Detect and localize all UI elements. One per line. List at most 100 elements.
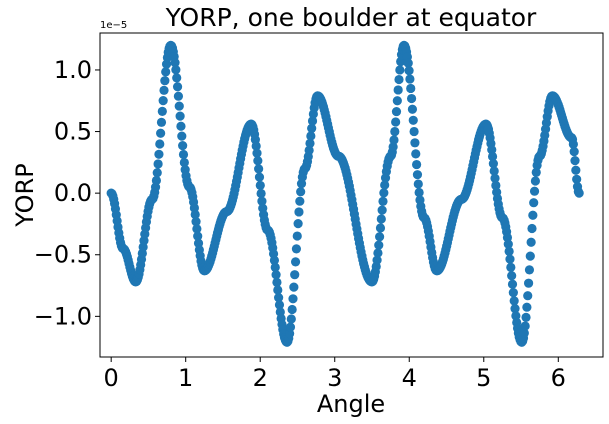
y-tick-label: −1.0 xyxy=(34,302,92,330)
data-point xyxy=(270,262,280,272)
data-point xyxy=(528,210,538,220)
data-point xyxy=(152,168,162,178)
data-point xyxy=(522,302,532,312)
data-point xyxy=(570,156,580,166)
data-points xyxy=(106,40,584,347)
y-tick-label: 0.0 xyxy=(54,179,92,207)
data-point xyxy=(408,115,418,125)
data-point xyxy=(569,146,579,157)
data-point xyxy=(390,126,400,137)
data-point xyxy=(290,257,301,267)
data-point xyxy=(412,159,422,170)
data-point xyxy=(256,188,266,199)
data-point xyxy=(154,149,164,159)
x-tick-label: 0 xyxy=(104,364,119,392)
data-point xyxy=(413,179,423,189)
y-tick-label: 1.0 xyxy=(54,56,92,84)
data-point xyxy=(380,180,390,190)
data-point xyxy=(292,231,302,241)
data-point xyxy=(306,131,316,141)
data-point xyxy=(255,180,265,191)
x-axis-ticks: 0 1 2 3 4 5 6 xyxy=(104,357,566,392)
data-point xyxy=(523,278,534,288)
data-point xyxy=(410,138,420,148)
data-point xyxy=(155,139,165,149)
data-point xyxy=(377,205,387,215)
data-point xyxy=(170,58,180,68)
data-point xyxy=(531,167,541,177)
data-point xyxy=(488,159,498,169)
data-point xyxy=(287,304,297,315)
data-point xyxy=(526,237,536,247)
data-point xyxy=(396,56,406,67)
data-point xyxy=(394,74,404,85)
y-tick-label: 0.5 xyxy=(54,118,92,146)
data-point xyxy=(509,296,519,306)
data-point xyxy=(379,188,389,198)
data-point xyxy=(156,117,167,127)
x-tick-label: 2 xyxy=(253,364,268,392)
data-point xyxy=(272,277,282,287)
x-tick-label: 4 xyxy=(402,364,417,392)
data-point xyxy=(405,74,415,84)
data-point xyxy=(529,198,539,208)
data-point xyxy=(192,224,202,234)
data-point xyxy=(523,291,533,301)
data-point xyxy=(161,67,171,77)
data-point xyxy=(271,270,281,280)
data-point xyxy=(156,128,166,138)
data-point xyxy=(503,239,513,249)
y-tick-label: −0.5 xyxy=(34,241,92,269)
data-point xyxy=(507,279,518,289)
data-point xyxy=(191,217,201,227)
data-point xyxy=(157,106,167,116)
data-point xyxy=(257,196,267,206)
data-point xyxy=(171,65,181,75)
data-point xyxy=(409,126,419,137)
data-point xyxy=(520,321,530,331)
data-point xyxy=(172,73,182,83)
data-point xyxy=(519,328,529,338)
data-point xyxy=(490,173,500,183)
data-point xyxy=(504,246,514,256)
data-point xyxy=(392,96,402,106)
data-point xyxy=(411,149,421,159)
data-point xyxy=(572,174,582,184)
data-point xyxy=(378,196,388,206)
data-point xyxy=(374,240,384,250)
data-point xyxy=(290,270,300,280)
data-point xyxy=(393,85,403,95)
data-point xyxy=(294,207,304,217)
data-point xyxy=(404,65,414,76)
data-point xyxy=(505,254,515,264)
data-point xyxy=(159,85,169,95)
data-point xyxy=(491,180,501,191)
data-point xyxy=(153,159,163,169)
data-point xyxy=(286,314,296,324)
data-point xyxy=(389,135,399,145)
data-point xyxy=(252,148,262,158)
data-point xyxy=(414,187,424,198)
data-point xyxy=(412,170,423,180)
data-point xyxy=(253,156,263,166)
data-point xyxy=(254,164,264,174)
data-point xyxy=(510,304,520,314)
data-point xyxy=(487,145,497,155)
data-point xyxy=(295,196,305,206)
data-point xyxy=(269,255,280,265)
data-point xyxy=(177,131,187,141)
data-point xyxy=(288,294,298,304)
data-point xyxy=(527,223,537,234)
data-point xyxy=(274,300,285,310)
data-point xyxy=(178,149,189,160)
data-point xyxy=(487,151,498,162)
data-point xyxy=(193,231,203,241)
chart-title: YORP, one boulder at equator xyxy=(165,3,537,32)
data-point xyxy=(291,244,302,254)
data-point xyxy=(529,186,540,196)
data-point xyxy=(304,145,314,155)
data-point xyxy=(391,106,402,117)
y-axis-ticks: −1.0 −0.5 0.0 0.5 1.0 xyxy=(34,56,100,330)
data-point xyxy=(406,93,417,104)
data-point xyxy=(372,255,382,265)
